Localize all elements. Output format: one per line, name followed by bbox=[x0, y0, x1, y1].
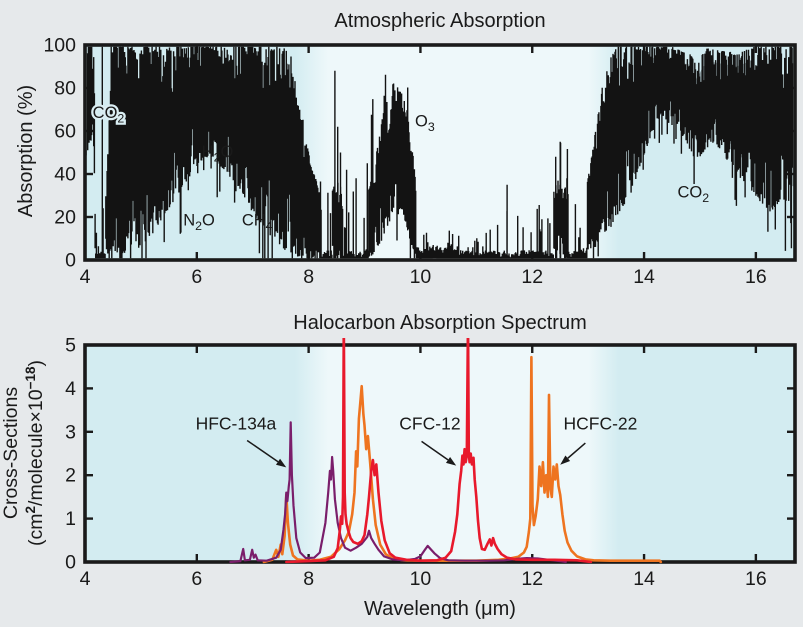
chem-label: N2O bbox=[183, 212, 215, 234]
x-tick-label: 10 bbox=[410, 266, 432, 288]
y-tick-label: 40 bbox=[54, 164, 76, 186]
top-plot-frame bbox=[83, 43, 797, 262]
x-tick-label: 14 bbox=[633, 266, 655, 288]
chem-label: CO2 bbox=[677, 184, 709, 206]
annotation-arrow-line bbox=[246, 439, 279, 463]
annotation-arrow-line bbox=[421, 440, 449, 461]
series-hfc-134a-line bbox=[229, 421, 567, 564]
x-tick-label: 16 bbox=[745, 266, 767, 288]
chem-label: O3 bbox=[415, 113, 435, 135]
top-tick-labels: 4 6 8 10 12 14 16 0 20 40 60 80 100 bbox=[43, 35, 766, 289]
x-tick-label: 8 bbox=[303, 266, 314, 288]
x-tick-label: 4 bbox=[80, 568, 91, 590]
annotation-arrow-head bbox=[560, 455, 571, 465]
series-cfc-12-line bbox=[285, 338, 593, 564]
series-annotation-label: CFC-12 bbox=[399, 414, 460, 434]
annotation-arrow-head bbox=[445, 456, 457, 466]
x-tick-label: 4 bbox=[80, 266, 91, 288]
x-tick-label: 10 bbox=[410, 568, 432, 590]
series-annotation-label: HCFC-22 bbox=[563, 414, 637, 434]
x-tick-label: 16 bbox=[745, 568, 767, 590]
y-tick-label: 20 bbox=[54, 207, 76, 229]
x-tick-label: 6 bbox=[191, 266, 202, 288]
bottom-chart-title: Halocarbon Absorption Spectrum bbox=[293, 312, 587, 334]
x-axis-label: Wavelength (μm) bbox=[364, 598, 516, 620]
series-annotation-label: HFC-134a bbox=[196, 414, 277, 434]
bottom-y-axis-label-line2: (cm2/molecule×10−18) bbox=[23, 360, 47, 546]
x-tick-label: 6 bbox=[191, 568, 202, 590]
top-y-axis-label: Absorption (%) bbox=[15, 84, 37, 218]
y-tick-label: 3 bbox=[65, 421, 76, 443]
x-tick-label: 14 bbox=[633, 568, 655, 590]
x-tick-label: 8 bbox=[303, 568, 314, 590]
bottom-y-axis-label-line1: Cross-Sections bbox=[0, 387, 22, 519]
atmospheric-absorption-panel: 4 6 8 10 12 14 16 0 20 40 60 80 100 CO2 H2O N2O CH4 O3 CO2 bbox=[43, 35, 797, 289]
chem-label: CH4 bbox=[242, 212, 273, 234]
y-tick-label: 4 bbox=[65, 378, 76, 400]
y-tick-label: 2 bbox=[65, 465, 76, 487]
annotation-arrow-line bbox=[567, 442, 586, 459]
y-tick-label: 0 bbox=[65, 250, 76, 272]
annotation-arrow-head bbox=[275, 458, 287, 468]
x-tick-label: 12 bbox=[521, 266, 543, 288]
x-tick-label: 12 bbox=[521, 568, 543, 590]
y-tick-label: 0 bbox=[65, 552, 76, 574]
y-tick-label: 80 bbox=[54, 78, 76, 100]
y-tick-label: 60 bbox=[54, 121, 76, 143]
y-tick-label: 100 bbox=[43, 35, 76, 57]
top-chart-title: Atmospheric Absorption bbox=[334, 10, 546, 32]
chem-label: H2O bbox=[202, 143, 234, 165]
y-tick-label: 1 bbox=[65, 508, 76, 530]
chem-label: CO2 bbox=[93, 104, 125, 126]
y-tick-label: 5 bbox=[65, 335, 76, 357]
absorption-spectrum-line bbox=[86, 46, 794, 259]
